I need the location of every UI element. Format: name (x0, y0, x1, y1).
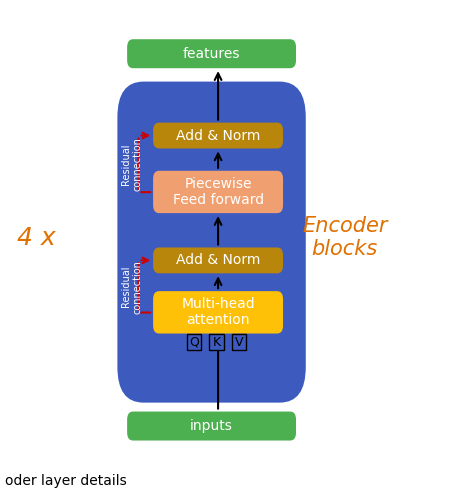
Text: Add & Norm: Add & Norm (175, 128, 260, 143)
FancyBboxPatch shape (117, 81, 305, 403)
Text: V: V (234, 336, 243, 349)
Text: 4 x: 4 x (17, 226, 56, 249)
FancyBboxPatch shape (232, 334, 246, 350)
Text: Add & Norm: Add & Norm (175, 253, 260, 268)
FancyBboxPatch shape (127, 39, 295, 68)
FancyBboxPatch shape (153, 122, 282, 148)
Text: Encoder
blocks: Encoder blocks (301, 216, 387, 259)
Text: Residual
connection: Residual connection (121, 137, 143, 191)
Text: inputs: inputs (190, 419, 232, 433)
Text: Multi-head
attention: Multi-head attention (181, 297, 254, 327)
Text: oder layer details: oder layer details (5, 473, 126, 488)
FancyBboxPatch shape (153, 171, 282, 213)
Text: Q: Q (188, 336, 198, 349)
Text: Residual
connection: Residual connection (121, 260, 143, 314)
FancyBboxPatch shape (153, 247, 282, 273)
FancyBboxPatch shape (153, 291, 282, 334)
FancyBboxPatch shape (209, 334, 223, 350)
Text: K: K (212, 336, 220, 349)
Text: Piecewise
Feed forward: Piecewise Feed forward (172, 177, 263, 207)
FancyBboxPatch shape (186, 334, 200, 350)
FancyBboxPatch shape (127, 412, 295, 441)
Text: features: features (182, 47, 240, 61)
